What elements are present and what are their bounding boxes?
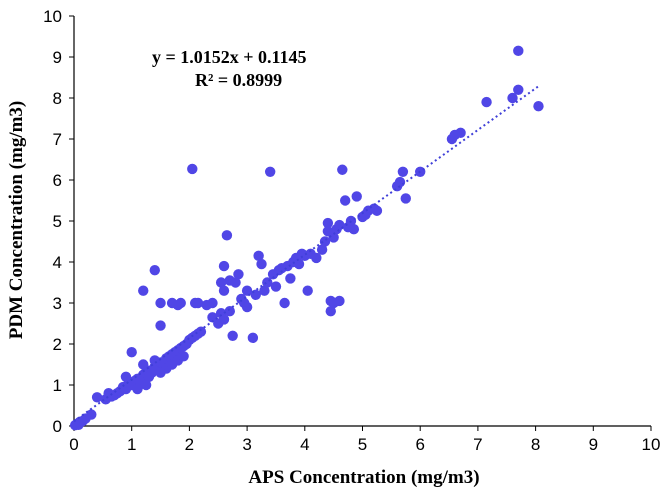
y-tick-label: 8 xyxy=(53,89,62,108)
y-axis-ticks: 0 1 2 3 4 5 6 7 8 9 10 xyxy=(43,7,74,436)
data-point xyxy=(227,330,238,341)
data-point xyxy=(302,285,313,296)
data-point xyxy=(279,297,290,309)
x-tick-label: 0 xyxy=(69,435,78,454)
data-point xyxy=(195,326,207,337)
x-tick-label: 8 xyxy=(531,435,540,454)
y-tick-label: 4 xyxy=(53,253,62,272)
y-tick-label: 1 xyxy=(53,376,62,395)
data-point xyxy=(155,297,166,309)
data-point xyxy=(256,258,267,270)
data-point xyxy=(241,301,253,313)
x-tick-label: 9 xyxy=(589,435,598,454)
trendline-equation: y = 1.0152x + 0.1145 xyxy=(152,47,307,67)
trendline xyxy=(73,85,540,423)
x-tick-label: 10 xyxy=(642,435,661,454)
y-tick-label: 2 xyxy=(53,335,62,354)
data-point xyxy=(348,224,360,235)
data-point xyxy=(328,232,339,243)
data-point xyxy=(351,191,362,202)
data-point xyxy=(218,285,230,296)
y-tick-label: 9 xyxy=(53,48,62,67)
data-point xyxy=(397,166,409,177)
data-point xyxy=(149,355,160,366)
data-point xyxy=(207,297,218,309)
data-point xyxy=(138,359,149,370)
data-point xyxy=(311,252,322,264)
data-point xyxy=(253,250,264,262)
data-point xyxy=(270,281,282,292)
data-point xyxy=(149,265,160,276)
x-tick-label: 5 xyxy=(358,435,367,454)
data-point xyxy=(319,236,331,247)
data-point xyxy=(507,92,518,104)
x-tick-label: 4 xyxy=(300,435,309,454)
data-point xyxy=(513,84,524,96)
data-point xyxy=(325,306,336,317)
data-point xyxy=(322,217,334,229)
data-point xyxy=(241,285,253,296)
x-tick-label: 7 xyxy=(473,435,482,454)
data-point xyxy=(155,367,166,378)
y-tick-label: 10 xyxy=(43,7,62,26)
data-point xyxy=(143,371,155,382)
data-point xyxy=(394,176,406,188)
data-points xyxy=(69,45,544,431)
data-point xyxy=(455,127,466,139)
y-tick-label: 5 xyxy=(53,212,62,231)
x-tick-label: 1 xyxy=(127,435,136,454)
data-point xyxy=(264,166,276,177)
data-point xyxy=(120,371,132,382)
data-point xyxy=(155,320,166,331)
data-point xyxy=(328,297,339,309)
data-point xyxy=(513,45,524,57)
data-point xyxy=(233,269,244,280)
data-point xyxy=(126,347,137,358)
data-point xyxy=(293,258,305,270)
x-tick-label: 3 xyxy=(242,435,251,454)
data-point xyxy=(259,285,270,296)
y-axis-title: PDM Concentration (mg/m3) xyxy=(6,101,27,340)
y-tick-label: 0 xyxy=(53,417,62,436)
data-point xyxy=(481,96,492,108)
x-axis-title: APS Concentration (mg/m3) xyxy=(248,467,479,488)
data-point xyxy=(334,219,345,231)
data-point xyxy=(175,297,186,309)
data-point xyxy=(337,164,348,175)
data-point xyxy=(316,244,328,255)
r-squared-label: R² = 0.8999 xyxy=(195,70,282,90)
data-point xyxy=(218,314,230,325)
x-tick-label: 2 xyxy=(185,435,194,454)
data-point xyxy=(91,392,103,403)
data-point xyxy=(132,383,143,395)
data-point xyxy=(140,379,152,391)
data-point xyxy=(339,195,351,206)
data-point xyxy=(192,297,204,309)
data-point xyxy=(215,277,227,288)
data-point xyxy=(187,163,198,175)
data-point xyxy=(221,230,233,241)
data-point xyxy=(138,285,149,296)
data-point xyxy=(224,306,235,317)
data-point xyxy=(247,332,259,344)
data-point xyxy=(218,260,230,272)
data-point xyxy=(178,351,189,362)
y-tick-label: 6 xyxy=(53,171,62,190)
data-point xyxy=(86,409,97,420)
data-point xyxy=(533,101,544,112)
y-tick-label: 7 xyxy=(53,130,62,149)
x-tick-label: 6 xyxy=(415,435,424,454)
data-point xyxy=(230,277,241,288)
data-point xyxy=(285,273,296,284)
y-tick-label: 3 xyxy=(53,294,62,313)
data-point xyxy=(400,193,411,204)
data-point xyxy=(371,205,383,216)
x-axis-ticks: 0 1 2 3 4 5 6 7 8 9 10 xyxy=(69,426,660,454)
